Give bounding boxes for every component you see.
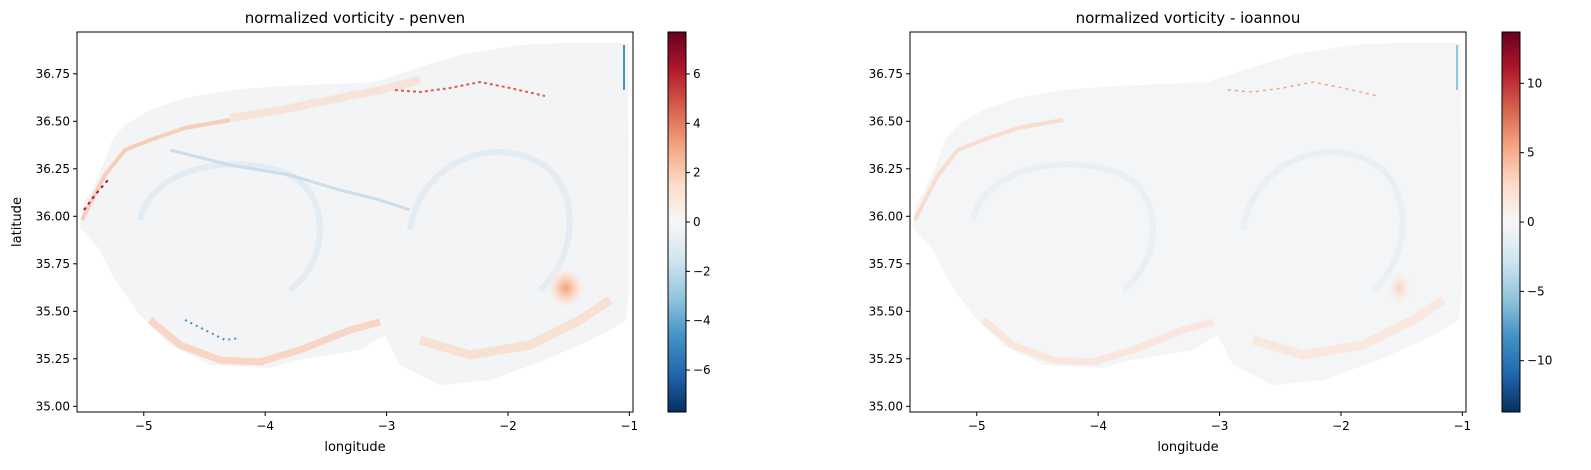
colorbar-tick-label: 0 — [1527, 215, 1535, 229]
colorbar-tick-label: 6 — [693, 67, 701, 81]
y-tick-label: 36.50 — [36, 114, 70, 128]
y-tick-label: 35.75 — [869, 257, 903, 271]
y-tick-label: 35.00 — [36, 399, 70, 413]
y-tick-label: 36.25 — [869, 162, 903, 176]
colorbar-tick-label: −2 — [693, 264, 711, 278]
strong-vorticity-north-ioannou — [1227, 81, 1379, 97]
field-penven — [80, 43, 629, 385]
x-tick-label: −2 — [1332, 419, 1350, 433]
colorbar-ticks-ioannou: −10 −5 0 5 10 — [1520, 76, 1552, 368]
y-tick-label: 35.00 — [869, 399, 903, 413]
y-tick-label: 35.75 — [36, 257, 70, 271]
x-ticks-ioannou: −5 −4 −3 −2 −1 — [968, 412, 1471, 433]
x-tick-label: −5 — [968, 419, 986, 433]
vorticity-band-east — [418, 296, 613, 360]
colorbar-tick-label: −6 — [693, 363, 711, 377]
colorbar-tick-label: −5 — [1527, 284, 1545, 298]
x-tick-label: −3 — [1211, 419, 1229, 433]
colorbar-gradient-ioannou — [1501, 31, 1521, 413]
chart-title-penven: normalized vorticity - penven — [245, 9, 465, 27]
vorticity-band-gyre-west-ioannou — [970, 161, 1156, 293]
x-axis-label-ioannou: longitude — [1157, 440, 1218, 455]
x-tick-label: −3 — [378, 419, 396, 433]
eddy-hotspot-penven — [546, 266, 586, 310]
panel-ioannou: −5 −4 −3 −2 −1 35.00 35.25 35.50 35.75 36.00 36.2… — [869, 9, 1553, 455]
y-tick-label: 36.50 — [869, 114, 903, 128]
colorbar-tick-label: 2 — [693, 166, 701, 180]
field-ioannou — [913, 43, 1462, 385]
strong-vorticity-north-penven — [394, 80, 546, 97]
x-tick-label: −2 — [499, 419, 517, 433]
eddy-hotspot-ioannou — [1385, 270, 1413, 306]
y-axis-label-penven: latitude — [10, 197, 25, 247]
x-tick-label: −1 — [621, 419, 639, 433]
y-ticks-penven: 35.00 35.25 35.50 35.75 36.00 36.25 36.50 36.75 — [36, 67, 77, 413]
panel-penven: −5 −4 −3 −2 −1 35.00 35.25 35.50 35.75 36.00 36.2… — [10, 9, 711, 455]
chart-title-ioannou: normalized vorticity - ioannou — [1076, 9, 1301, 27]
y-tick-label: 36.25 — [36, 162, 70, 176]
colorbar-tick-label: 10 — [1527, 76, 1542, 90]
vorticity-band-front — [169, 148, 411, 212]
x-tick-label: −1 — [1454, 419, 1472, 433]
y-ticks-ioannou: 35.00 35.25 35.50 35.75 36.00 36.25 36.50 36.75 — [869, 67, 910, 413]
sea-mask-ioannou — [913, 43, 1462, 385]
colorbar-penven: −6 −4 −2 0 2 4 6 — [667, 31, 711, 413]
colorbar-tick-label: 4 — [693, 116, 701, 130]
vorticity-band-north — [229, 76, 421, 122]
y-tick-label: 35.50 — [36, 304, 70, 318]
vorticity-band-north-coast-ioannou — [913, 118, 1064, 221]
y-tick-label: 36.00 — [36, 209, 70, 223]
colorbar-tick-label: −10 — [1527, 354, 1552, 368]
x-tick-label: −4 — [256, 419, 274, 433]
axes-frame-ioannou — [909, 31, 1467, 413]
vorticity-band-east-ioannou — [1251, 296, 1446, 360]
y-tick-label: 36.75 — [869, 67, 903, 81]
vorticity-band-north-coast — [80, 118, 231, 221]
sea-mask-penven — [80, 43, 629, 385]
colorbar-tick-label: −4 — [693, 314, 711, 328]
y-tick-label: 36.00 — [869, 209, 903, 223]
x-tick-label: −4 — [1089, 419, 1107, 433]
axes-frame-penven — [76, 31, 634, 413]
vorticity-band-gyre-east-ioannou — [1240, 149, 1406, 293]
colorbar-ioannou: −10 −5 0 5 10 — [1501, 31, 1552, 413]
colorbar-gradient-penven — [667, 31, 687, 413]
x-axis-label-penven: longitude — [324, 440, 385, 455]
y-tick-label: 35.50 — [869, 304, 903, 318]
x-ticks-penven: −5 −4 −3 −2 −1 — [135, 412, 638, 433]
colorbar-ticks-penven: −6 −4 −2 0 2 4 6 — [686, 67, 711, 377]
vorticity-band-gyre-east — [407, 149, 573, 293]
colorbar-tick-label: 5 — [1527, 146, 1535, 160]
vorticity-band-south-ioannou — [980, 317, 1214, 366]
vorticity-band-south — [147, 317, 381, 366]
x-tick-label: −5 — [135, 419, 153, 433]
y-tick-label: 35.25 — [869, 352, 903, 366]
y-tick-label: 36.75 — [36, 67, 70, 81]
y-tick-label: 35.25 — [36, 352, 70, 366]
colorbar-tick-label: 0 — [693, 215, 701, 229]
